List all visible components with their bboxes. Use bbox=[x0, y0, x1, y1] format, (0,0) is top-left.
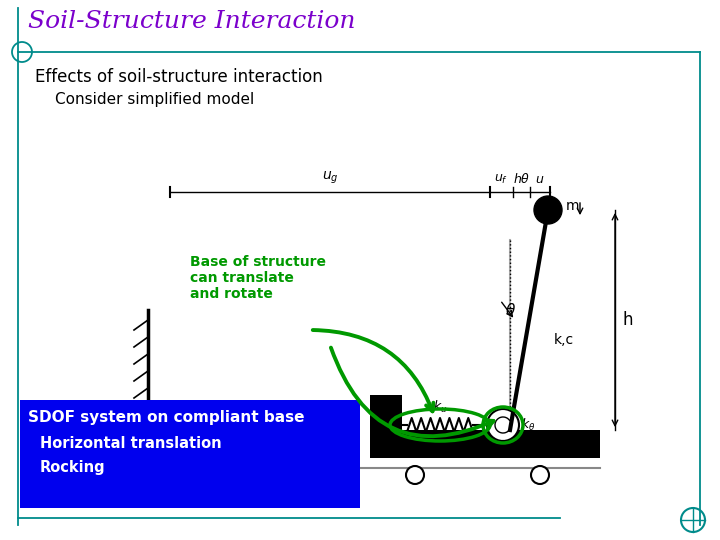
Text: $u_g$: $u_g$ bbox=[322, 170, 338, 186]
Circle shape bbox=[406, 466, 424, 484]
Text: Soil-Structure Interaction: Soil-Structure Interaction bbox=[28, 10, 356, 33]
Circle shape bbox=[487, 409, 519, 441]
Text: Horizontal translation: Horizontal translation bbox=[40, 436, 222, 451]
Text: k,c: k,c bbox=[554, 333, 574, 347]
Text: SDOF system on compliant base: SDOF system on compliant base bbox=[28, 410, 305, 425]
Text: $k_u$: $k_u$ bbox=[433, 399, 447, 415]
Text: Rocking: Rocking bbox=[40, 460, 106, 475]
FancyArrowPatch shape bbox=[331, 348, 493, 436]
Text: $u_f$: $u_f$ bbox=[495, 173, 508, 186]
Text: $h\theta$: $h\theta$ bbox=[513, 172, 530, 186]
Text: h: h bbox=[623, 311, 634, 329]
Text: $\theta$: $\theta$ bbox=[505, 302, 516, 318]
Text: m: m bbox=[566, 199, 580, 213]
Bar bbox=[370, 430, 600, 458]
Circle shape bbox=[534, 196, 562, 224]
FancyArrowPatch shape bbox=[312, 330, 433, 411]
Text: Effects of soil-structure interaction: Effects of soil-structure interaction bbox=[35, 68, 323, 86]
Circle shape bbox=[531, 466, 549, 484]
Text: Base of structure
can translate
and rotate: Base of structure can translate and rota… bbox=[190, 255, 326, 301]
Text: $k_\theta$: $k_\theta$ bbox=[521, 417, 536, 433]
Bar bbox=[370, 395, 402, 430]
Text: $u$: $u$ bbox=[536, 173, 544, 186]
Text: Consider simplified model: Consider simplified model bbox=[55, 92, 254, 107]
Bar bbox=[20, 400, 360, 508]
